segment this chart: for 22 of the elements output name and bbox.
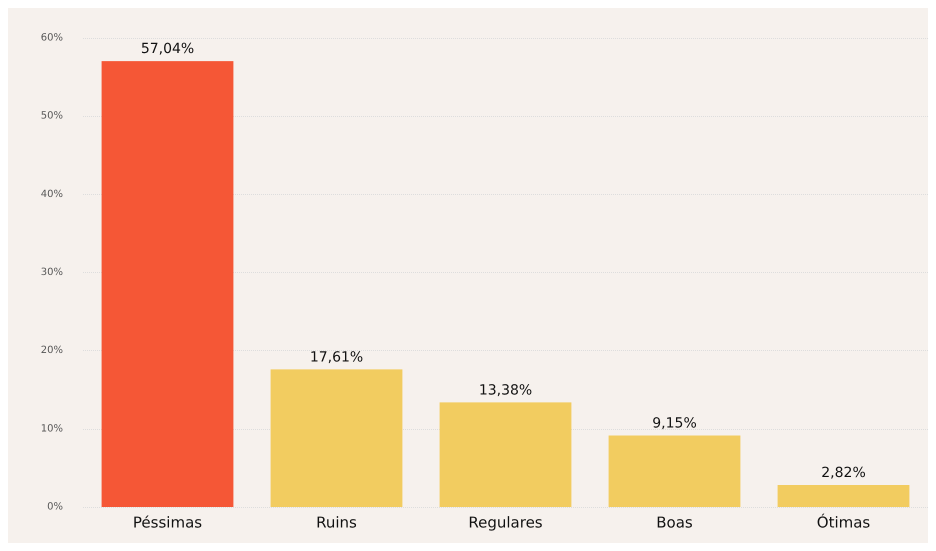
x-tick-label: Boas	[656, 514, 693, 532]
y-tick-label: 20%	[40, 345, 63, 356]
data-label: 13,38%	[478, 382, 532, 398]
data-label: 17,61%	[310, 349, 364, 366]
y-tick-label: 30%	[40, 267, 63, 278]
bar	[102, 61, 234, 507]
bar	[270, 369, 402, 507]
bar	[608, 435, 740, 507]
x-tick-label: Regulares	[468, 514, 543, 532]
x-tick-label: Péssimas	[132, 514, 202, 532]
x-tick-label: Ruins	[316, 514, 358, 532]
y-tick-label: 50%	[40, 110, 63, 122]
data-label: 2,82%	[821, 464, 866, 481]
data-label: 9,15%	[652, 415, 697, 432]
y-tick-label: 60%	[40, 32, 63, 44]
y-tick-label: 10%	[40, 423, 63, 434]
y-tick-label: 40%	[40, 188, 63, 200]
bar	[440, 402, 572, 507]
y-tick-label: 0%	[47, 502, 63, 512]
bar	[778, 484, 910, 507]
x-tick-label: Ótimas	[816, 514, 870, 532]
data-label: 57,04%	[140, 41, 194, 58]
